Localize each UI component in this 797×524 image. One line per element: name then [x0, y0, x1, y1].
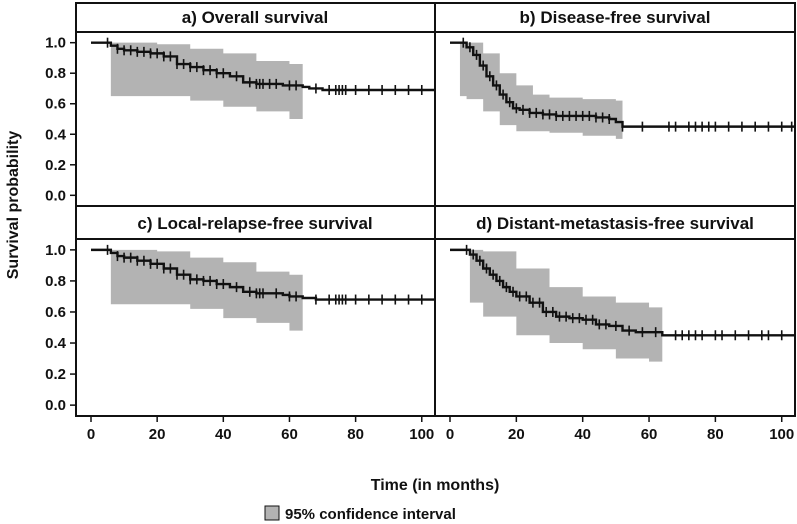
- y-axis-ticks-top: 0.0 0.2 0.4 0.6 0.8 1.0: [45, 35, 76, 204]
- legend: 95% confidence interval: [264, 505, 456, 523]
- y-tick-label: 0.8: [45, 65, 66, 82]
- y-axis-ticks-bottom: 0.0 0.2 0.4 0.6 0.8 1.0: [45, 242, 76, 414]
- x-axis-label: Time (in months): [371, 477, 500, 494]
- panel-title: b) Disease-free survival: [520, 8, 711, 27]
- panel-title: c) Local-relapse-free survival: [137, 214, 372, 233]
- y-tick-label: 0.2: [45, 366, 66, 383]
- panel-overall-survival: a) Overall survival: [75, 2, 436, 207]
- y-tick-label: 0.4: [45, 335, 67, 352]
- x-tick-label: 100: [409, 426, 434, 443]
- panel-disease-free-survival: b) Disease-free survival: [434, 2, 796, 207]
- confidence-band: [110, 249, 303, 331]
- x-tick-label: 20: [149, 426, 166, 443]
- survival-curve: [450, 248, 795, 337]
- confidence-band: [110, 42, 303, 119]
- legend-swatch: [264, 505, 280, 521]
- x-tick-label: 100: [769, 426, 794, 443]
- panel-title: d) Distant-metastasis-free survival: [476, 214, 754, 233]
- y-tick-label: 0.0: [45, 397, 66, 414]
- panel-distant-metastasis-free-survival: d) Distant-metastasis-free survival: [434, 205, 796, 417]
- y-tick-label: 0.8: [45, 273, 66, 290]
- x-tick-label: 0: [446, 426, 454, 443]
- y-tick-label: 1.0: [45, 35, 66, 52]
- x-tick-label: 40: [215, 426, 232, 443]
- x-tick-label: 60: [281, 426, 298, 443]
- legend-label: 95% confidence interval: [285, 506, 456, 523]
- x-tick-label: 20: [508, 426, 525, 443]
- x-axis-ticks-left: 0 20 40 60 80 100: [87, 416, 434, 443]
- x-axis-ticks-right: 0 20 40 60 80 100: [446, 416, 794, 443]
- x-tick-label: 60: [641, 426, 658, 443]
- y-tick-label: 0.6: [45, 96, 66, 113]
- panel-local-relapse-free-survival: c) Local-relapse-free survival: [75, 205, 436, 417]
- y-tick-label: 0.0: [45, 187, 66, 204]
- panel-title: a) Overall survival: [182, 8, 328, 27]
- x-tick-label: 80: [707, 426, 724, 443]
- y-tick-label: 0.2: [45, 157, 66, 174]
- x-tick-label: 40: [574, 426, 591, 443]
- y-axis-label: Survival probability: [5, 131, 22, 280]
- x-tick-label: 0: [87, 426, 95, 443]
- confidence-band: [469, 249, 663, 362]
- y-tick-label: 1.0: [45, 242, 66, 259]
- y-tick-label: 0.4: [45, 126, 67, 143]
- x-tick-label: 80: [347, 426, 364, 443]
- y-tick-label: 0.6: [45, 304, 66, 321]
